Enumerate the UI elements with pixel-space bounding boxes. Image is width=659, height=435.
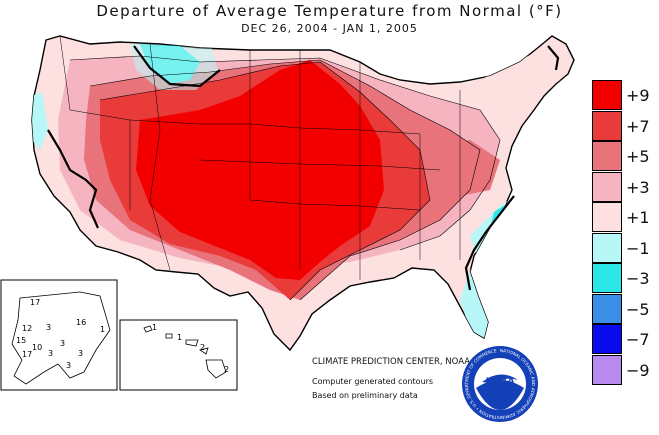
legend-swatch bbox=[592, 80, 622, 110]
alaska-value: 3 bbox=[78, 349, 83, 358]
alaska-value: 12 bbox=[22, 324, 32, 333]
legend-swatch bbox=[592, 141, 622, 171]
legend-swatch bbox=[592, 110, 622, 141]
logo-text: NOAA bbox=[486, 377, 515, 387]
legend-item: +9 bbox=[592, 80, 658, 111]
legend-swatch bbox=[592, 263, 622, 293]
legend-item: +3 bbox=[592, 171, 658, 203]
hawaii-value: 1 bbox=[152, 323, 157, 332]
legend-label: +7 bbox=[626, 116, 650, 136]
logo-bird bbox=[482, 374, 518, 384]
state-borders bbox=[59, 35, 461, 280]
legend-label: +1 bbox=[626, 208, 650, 227]
legend-label: +9 bbox=[626, 86, 650, 105]
map-title: Departure of Average Temperature from No… bbox=[96, 2, 563, 20]
island bbox=[185, 339, 199, 347]
legend-swatch bbox=[592, 293, 622, 324]
credit-center: CLIMATE PREDICTION CENTER, NOAA bbox=[312, 357, 471, 367]
legend-label: −3 bbox=[626, 269, 650, 288]
alaska-values: 17 12 16 15 10 3 3 17 3 3 3 1 bbox=[16, 298, 105, 370]
hawaii-islands bbox=[143, 325, 227, 379]
legend-item: −5 bbox=[592, 293, 658, 325]
alaska-value: 17 bbox=[22, 350, 32, 359]
legend-label: −9 bbox=[626, 360, 650, 380]
legend-item: +1 bbox=[592, 202, 658, 233]
zone-plus1-northeast bbox=[480, 50, 566, 120]
hawaii-value: 2 bbox=[200, 343, 205, 352]
credit-contours: Computer generated contours bbox=[312, 377, 434, 386]
alaska-value: 3 bbox=[60, 339, 65, 348]
state-border bbox=[129, 119, 421, 135]
island bbox=[205, 359, 227, 379]
legend-swatch bbox=[592, 232, 622, 263]
hawaii-value: 1 bbox=[177, 333, 182, 342]
legend-swatch bbox=[592, 354, 622, 385]
date-range: DEC 26, 2004 - JAN 1, 2005 bbox=[241, 22, 418, 35]
alaska-value: 17 bbox=[30, 298, 40, 307]
legend-label: −5 bbox=[626, 299, 650, 319]
legend-item: −3 bbox=[592, 263, 658, 294]
color-legend: +9 +7 +5 +3 +1 −1 −3 −5 −7 −9 bbox=[592, 80, 658, 385]
alaska-value: 16 bbox=[76, 318, 86, 327]
zero-line-montana bbox=[133, 45, 221, 88]
island bbox=[143, 325, 153, 333]
legend-label: −1 bbox=[626, 238, 650, 258]
zone-plus5-ohio bbox=[430, 140, 500, 196]
legend-swatch bbox=[592, 202, 622, 232]
legend-label: +5 bbox=[626, 147, 650, 166]
legend-swatch bbox=[592, 171, 622, 202]
hawaii-values: 1 1 2 2 bbox=[152, 323, 229, 374]
credit-preliminary: Based on preliminary data bbox=[312, 391, 418, 400]
noaa-logo: NOAA NATIONAL OCEANIC AND ATMOSPHERIC AD… bbox=[462, 346, 538, 422]
legend-label: −7 bbox=[626, 330, 650, 349]
legend-item: −9 bbox=[592, 354, 658, 386]
alaska-value: 15 bbox=[16, 336, 26, 345]
contour-line bbox=[69, 55, 501, 251]
zone-minus1-montana bbox=[130, 44, 218, 90]
alaska-value: 1 bbox=[100, 325, 105, 334]
island bbox=[165, 333, 173, 339]
legend-swatch bbox=[592, 324, 622, 354]
alaska-value: 3 bbox=[66, 361, 71, 370]
state-border bbox=[59, 35, 131, 210]
legend-item: +5 bbox=[592, 141, 658, 172]
state-border bbox=[199, 159, 441, 171]
anomaly-contours bbox=[32, 44, 566, 340]
island bbox=[199, 347, 209, 355]
state-border bbox=[149, 43, 171, 271]
legend-item: −1 bbox=[592, 232, 658, 264]
zero-line-southeast bbox=[464, 195, 515, 291]
alaska-value: 3 bbox=[46, 323, 51, 332]
zone-minus1-west bbox=[32, 92, 48, 150]
zero-contours bbox=[47, 45, 560, 291]
legend-label: +3 bbox=[626, 177, 650, 197]
hawaii-inset-frame bbox=[119, 319, 238, 391]
legend-item: +7 bbox=[592, 110, 658, 142]
zone-plus9 bbox=[136, 60, 384, 280]
hawaii-value: 2 bbox=[224, 365, 229, 374]
logo-wave bbox=[476, 380, 524, 410]
alaska-outline bbox=[11, 291, 111, 385]
alaska-value: 10 bbox=[32, 343, 42, 352]
zero-line-west bbox=[47, 129, 100, 229]
legend-item: −7 bbox=[592, 324, 658, 355]
zero-line-maine bbox=[547, 45, 560, 71]
alaska-value: 3 bbox=[48, 349, 53, 358]
